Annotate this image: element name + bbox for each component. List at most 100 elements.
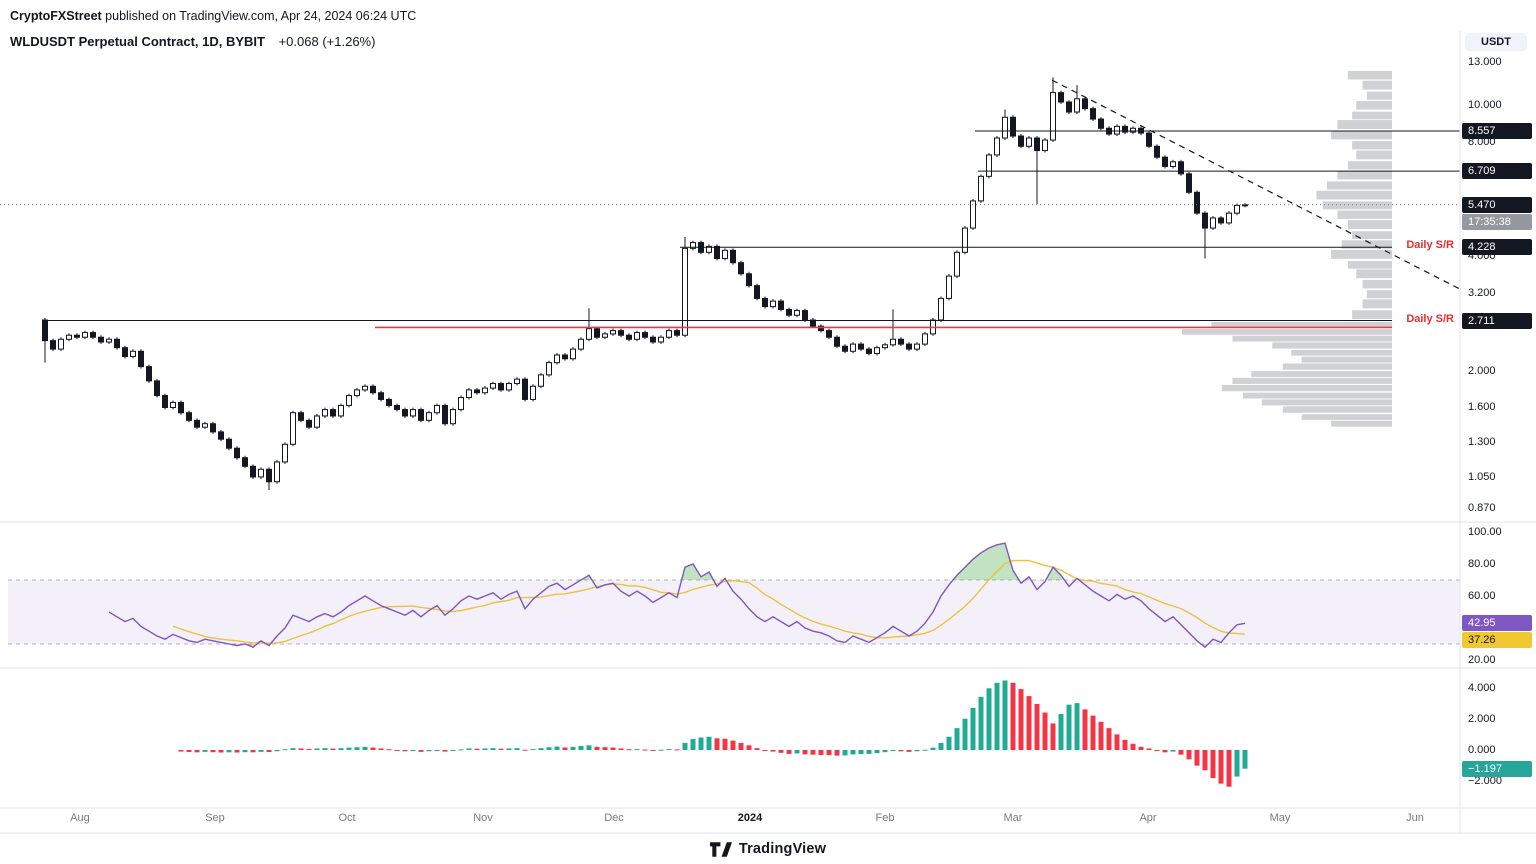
macd-histogram-bar[interactable] xyxy=(234,750,240,753)
candle-body[interactable] xyxy=(674,330,680,336)
candle-body[interactable] xyxy=(466,389,472,398)
macd-value-badge[interactable]: −1.197 xyxy=(1462,760,1532,777)
macd-histogram-bar[interactable] xyxy=(954,728,960,750)
candle-body[interactable] xyxy=(738,262,744,275)
candle-body[interactable] xyxy=(666,330,672,338)
candle-body[interactable] xyxy=(954,251,960,277)
candle-body[interactable] xyxy=(882,344,888,349)
month-label[interactable]: May xyxy=(1269,812,1291,824)
candle-body[interactable] xyxy=(82,332,88,338)
macd-histogram-bar[interactable] xyxy=(442,750,448,752)
candle-body[interactable] xyxy=(906,343,912,350)
macd-histogram-bar[interactable] xyxy=(602,747,608,750)
candle-body[interactable] xyxy=(138,350,144,368)
macd-histogram-bar[interactable] xyxy=(290,748,296,750)
month-label[interactable]: Mar xyxy=(1003,812,1023,824)
month-label[interactable]: Feb xyxy=(875,812,895,824)
candle-body[interactable] xyxy=(410,409,416,417)
macd-histogram-bar[interactable] xyxy=(474,748,480,750)
level-price-badge[interactable]: 6.709 xyxy=(1462,163,1532,180)
candle-body[interactable] xyxy=(1154,145,1160,158)
macd-histogram-bar[interactable] xyxy=(778,750,784,753)
macd-histogram-bar[interactable] xyxy=(818,750,824,755)
macd-histogram-bar[interactable] xyxy=(858,750,864,755)
candle-body[interactable] xyxy=(754,285,760,299)
macd-histogram-bar[interactable] xyxy=(322,748,328,750)
candle-body[interactable] xyxy=(610,330,616,335)
macd-histogram-bar[interactable] xyxy=(1218,750,1224,784)
macd-histogram-bar[interactable] xyxy=(490,748,496,750)
level-price-badge[interactable]: 4.228 xyxy=(1462,239,1532,256)
rsi-axis-label[interactable]: 100.00 xyxy=(1468,526,1502,538)
macd-histogram-bar[interactable] xyxy=(658,749,664,751)
macd-histogram-bar[interactable] xyxy=(1234,750,1240,777)
macd-histogram-bar[interactable] xyxy=(586,745,592,750)
macd-histogram-bar[interactable] xyxy=(922,749,928,751)
candle-body[interactable] xyxy=(114,338,120,349)
macd-histogram-bar[interactable] xyxy=(802,750,808,755)
macd-histogram-bar[interactable] xyxy=(1130,743,1136,750)
macd-histogram-bar[interactable] xyxy=(1186,750,1192,760)
macd-histogram-bar[interactable] xyxy=(306,748,312,750)
macd-histogram-bar[interactable] xyxy=(1210,750,1216,779)
candle-body[interactable] xyxy=(770,300,776,308)
macd-histogram-bar[interactable] xyxy=(1242,750,1248,769)
macd-histogram-bar[interactable] xyxy=(394,750,400,751)
macd-histogram-bar[interactable] xyxy=(1034,703,1040,750)
macd-histogram-bar[interactable] xyxy=(994,682,1000,750)
macd-histogram-bar[interactable] xyxy=(1146,748,1152,750)
candle-body[interactable] xyxy=(330,409,336,417)
macd-histogram-bar[interactable] xyxy=(794,750,800,754)
macd-histogram-bar[interactable] xyxy=(1226,750,1232,787)
month-label[interactable]: Jun xyxy=(1406,812,1424,824)
price-axis-label[interactable]: 3.200 xyxy=(1468,287,1496,300)
macd-histogram-bar[interactable] xyxy=(634,749,640,751)
rsi-axis-label[interactable]: 20.00 xyxy=(1468,654,1496,666)
macd-histogram-bar[interactable] xyxy=(890,750,896,751)
macd-histogram-bar[interactable] xyxy=(714,738,720,750)
last-price-badge[interactable]: 5.470 xyxy=(1462,196,1532,213)
candle-body[interactable] xyxy=(890,338,896,346)
macd-histogram-bar[interactable] xyxy=(938,742,944,750)
price-axis-label[interactable]: 10.000 xyxy=(1468,99,1502,112)
macd-histogram-bar[interactable] xyxy=(1042,712,1048,751)
candle-body[interactable] xyxy=(1226,212,1232,224)
candle-body[interactable] xyxy=(962,227,968,253)
candle-body[interactable] xyxy=(970,200,976,229)
candle-body[interactable] xyxy=(178,401,184,414)
candle-body[interactable] xyxy=(730,249,736,264)
macd-histogram-bar[interactable] xyxy=(178,750,184,752)
macd-histogram-bar[interactable] xyxy=(1050,723,1056,750)
macd-histogram-bar[interactable] xyxy=(1074,703,1080,750)
macd-histogram-bar[interactable] xyxy=(826,750,832,756)
macd-histogram-bar[interactable] xyxy=(498,748,504,750)
macd-histogram-bar[interactable] xyxy=(450,750,456,751)
rsi-axis-label[interactable]: 80.00 xyxy=(1468,558,1496,570)
candle-body[interactable] xyxy=(250,465,256,478)
candle-body[interactable] xyxy=(90,332,96,338)
macd-histogram-bar[interactable] xyxy=(1170,750,1176,752)
candle-body[interactable] xyxy=(354,389,360,397)
macd-histogram-bar[interactable] xyxy=(378,748,384,750)
macd-axis-label[interactable]: 4.000 xyxy=(1468,681,1496,694)
candle-body[interactable] xyxy=(530,385,536,400)
candle-body[interactable] xyxy=(234,447,240,459)
candle-body[interactable] xyxy=(386,398,392,406)
price-axis-label[interactable]: 13.000 xyxy=(1468,56,1502,69)
macd-histogram-bar[interactable] xyxy=(1082,709,1088,750)
candle-body[interactable] xyxy=(186,412,192,421)
candle-body[interactable] xyxy=(418,409,424,421)
candle-body[interactable] xyxy=(394,404,400,411)
candle-body[interactable] xyxy=(282,443,288,463)
candle-body[interactable] xyxy=(266,468,272,483)
macd-histogram-bar[interactable] xyxy=(914,750,920,752)
candle-body[interactable] xyxy=(1082,98,1088,110)
macd-histogram-bar[interactable] xyxy=(514,748,520,750)
macd-histogram-bar[interactable] xyxy=(202,750,208,752)
candle-body[interactable] xyxy=(858,343,864,350)
level-price-badge[interactable]: 2.711 xyxy=(1462,312,1532,329)
candle-body[interactable] xyxy=(706,245,712,253)
rsi-ma-line[interactable] xyxy=(172,559,1246,645)
macd-histogram-bar[interactable] xyxy=(266,750,272,753)
